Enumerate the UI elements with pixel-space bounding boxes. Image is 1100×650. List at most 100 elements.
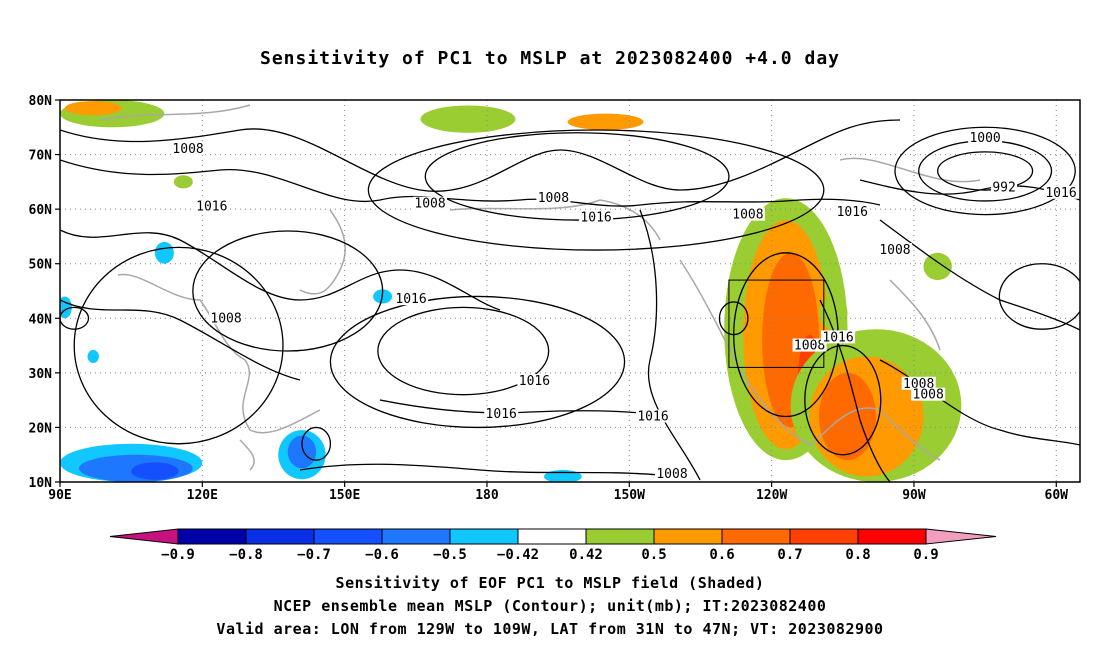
coastline	[839, 157, 981, 183]
isobar-contour	[998, 263, 1080, 330]
shaded-region	[819, 296, 848, 330]
isobar-label: 1008	[172, 142, 203, 157]
colorbar-segment	[857, 528, 927, 545]
isobar-contour	[379, 399, 661, 416]
isobar-label-bg	[991, 180, 1018, 194]
isobar-label: 1008	[732, 208, 763, 223]
valid-area-rectangle	[728, 279, 825, 368]
colorbar-label: −0.42	[497, 547, 539, 563]
isobar-label-bg	[636, 409, 671, 423]
isobar-label: 1008	[879, 243, 910, 258]
lat-tick-label: 20N	[29, 421, 53, 436]
colorbar-label: 0.9	[913, 547, 938, 563]
isobar-label-bg	[517, 374, 552, 388]
latitude-axis: 80N 70N 60N 50N 40N 30N 20N 10N	[29, 94, 60, 491]
isobar-contour	[879, 219, 1080, 331]
colorbar-segment	[245, 528, 315, 545]
colorbar-high-arrow	[925, 528, 997, 545]
isobar-contour	[718, 301, 749, 336]
lat-tick-label: 10N	[29, 476, 53, 491]
lon-tick-label: 60W	[1045, 488, 1069, 503]
isobar-label-bg	[579, 210, 614, 224]
isobar-contour	[424, 132, 730, 221]
isobar-label-bg	[901, 376, 936, 390]
coastline	[889, 279, 941, 351]
isobar-label: 1008	[414, 197, 445, 212]
isobar-label: 1016	[519, 374, 550, 389]
isobar-contour	[367, 129, 825, 251]
isobar-label-bg	[877, 243, 912, 257]
colorbar-label: −0.5	[433, 547, 467, 563]
isobar-contour	[301, 426, 332, 461]
isobar-label: 1016	[822, 330, 853, 345]
isobar-label: 1008	[794, 339, 825, 354]
isobar-contour	[73, 246, 284, 445]
colorbar-label: 0.5	[641, 547, 666, 563]
isobar-contour	[937, 151, 1034, 191]
isobar-contour	[60, 229, 501, 311]
isobar-label-bg	[792, 338, 827, 352]
isobar-contour	[329, 295, 626, 429]
caption-contour: NCEP ensemble mean MSLP (Contour); unit(…	[273, 597, 827, 615]
colorbar-segment	[585, 528, 655, 545]
shaded-region	[154, 241, 174, 264]
lon-tick-label: 150W	[614, 488, 645, 503]
colorbar-label: −0.6	[365, 547, 399, 563]
isobar-label: 1000	[969, 131, 1000, 146]
isobar-label: 1016	[196, 199, 227, 214]
shaded-region	[567, 113, 644, 131]
isobar-label-bg	[413, 196, 448, 210]
coastlines	[99, 104, 981, 471]
lon-tick-label: 90E	[48, 488, 71, 503]
colorbar-segment	[313, 528, 383, 545]
colorbar-segment	[177, 528, 247, 545]
isobar-label: 1008	[656, 467, 687, 482]
coastline	[449, 199, 661, 241]
shaded-region	[420, 105, 516, 133]
isobar-contour	[60, 159, 881, 207]
lon-tick-label: 120W	[756, 488, 787, 503]
isobar-label-bg	[968, 131, 1003, 145]
shaded-region	[819, 372, 877, 461]
lon-tick-label: 150E	[329, 488, 360, 503]
coastline	[239, 439, 255, 471]
shaded-region	[64, 101, 122, 116]
colorbar-label: 0.6	[709, 547, 734, 563]
shaded-region	[87, 349, 99, 364]
graticule	[60, 100, 1080, 482]
isobar-contour	[192, 230, 384, 352]
lon-tick-label: 180	[475, 488, 499, 503]
shaded-region	[131, 462, 179, 480]
colorbar-label: −0.8	[229, 547, 263, 563]
isobar-contour	[299, 463, 661, 476]
colorbar-low-arrow	[109, 528, 179, 545]
isobar-label: 1016	[1045, 186, 1076, 201]
caption-shading: Sensitivity of EOF PC1 to MSLP field (Sh…	[335, 574, 765, 592]
isobar-label: 1016	[486, 407, 517, 422]
isobar-label-bg	[911, 387, 946, 401]
coastline	[299, 209, 346, 295]
coastline	[117, 273, 321, 434]
isobar-label-bg	[394, 292, 429, 306]
lat-tick-label: 50N	[29, 258, 53, 273]
lat-tick-label: 80N	[29, 94, 53, 109]
caption-valid-area: Valid area: LON from 129W to 109W, LAT f…	[216, 620, 884, 638]
colorbar-segment	[381, 528, 451, 545]
map-frame	[59, 99, 1081, 483]
isobar-contour	[804, 344, 882, 456]
map-title: Sensitivity of PC1 to MSLP at 2023082400…	[259, 48, 840, 69]
colorbar-segment	[721, 528, 791, 545]
isobar-label-bg	[835, 204, 870, 218]
shaded-region	[287, 435, 317, 469]
shaded-region	[923, 252, 952, 281]
coastline	[99, 104, 251, 121]
valid-area-box	[728, 279, 825, 368]
isobar-label: 1016	[395, 292, 426, 307]
lat-tick-label: 30N	[29, 367, 53, 382]
colorbar-segment	[517, 528, 587, 545]
colorbar-label: −0.7	[297, 547, 331, 563]
isobar-contour	[894, 126, 1076, 216]
